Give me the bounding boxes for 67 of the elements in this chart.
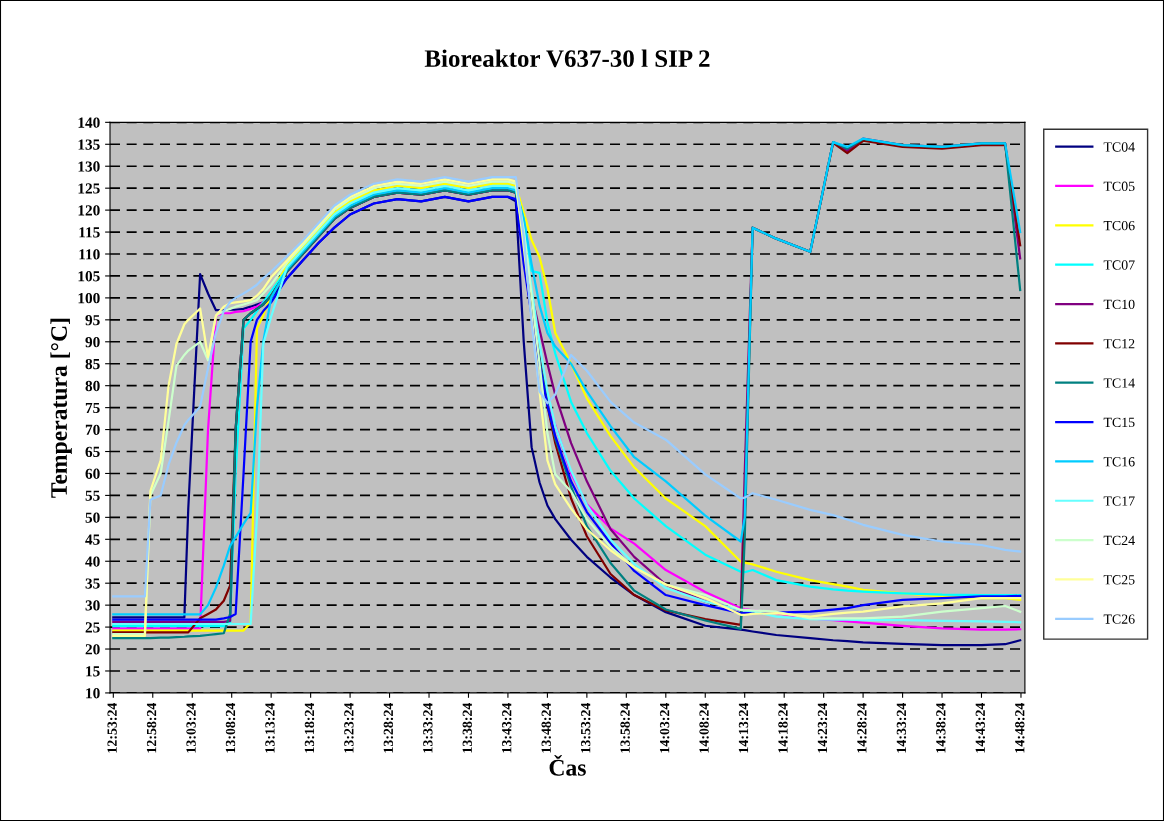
y-tick-label: 120: [78, 205, 100, 216]
y-tick-label: 70: [85, 424, 100, 436]
x-tick-label: 13:03:24: [186, 702, 196, 753]
y-tick-label: 40: [85, 556, 100, 567]
x-tick-label: 13:38:24: [462, 702, 473, 753]
y-tick-label: 140: [78, 117, 100, 128]
legend-label: TC26: [1103, 614, 1135, 624]
x-tick-label: 14:38:24: [936, 702, 946, 753]
y-tick-label: 60: [85, 468, 100, 479]
legend-label: TC15: [1103, 417, 1135, 428]
y-tick-label: 35: [85, 578, 100, 589]
y-tick-label: 15: [86, 666, 100, 677]
legend-label: TC14: [1103, 378, 1135, 388]
legend-label: TC25: [1103, 575, 1135, 585]
legend-label: TC07: [1103, 260, 1135, 270]
x-tick-label: 12:53:24: [107, 702, 117, 753]
x-tick-label: 13:33:24: [423, 702, 433, 753]
x-tick-label: 14:33:24: [896, 702, 907, 753]
x-tick-label: 13:18:24: [304, 702, 315, 753]
y-tick-label: 30: [85, 600, 100, 611]
legend-label: TC24: [1103, 535, 1135, 546]
x-tick-label: 14:13:24: [738, 702, 749, 753]
y-tick-label: 25: [85, 622, 100, 633]
x-tick-label: 13:13:24: [265, 702, 275, 753]
y-tick-label: 80: [85, 380, 100, 392]
y-tick-label: 90: [85, 336, 100, 348]
legend-label: TC17: [1103, 496, 1135, 506]
x-tick-label: 13:58:24: [620, 702, 630, 753]
x-tick-label: 13:23:24: [344, 702, 354, 753]
y-tick-label: 105: [78, 271, 100, 282]
y-tick-label: 130: [78, 161, 100, 172]
x-tick-label: 13:48:24: [541, 702, 551, 753]
y-tick-label: 55: [85, 490, 100, 501]
y-tick-label: 110: [79, 249, 100, 260]
x-tick-label: 12:58:24: [146, 702, 157, 753]
x-tick-label: 13:53:24: [581, 702, 591, 753]
y-axis-title: Temperatura [°C]: [50, 318, 72, 498]
x-tick-label: 14:48:24: [1015, 702, 1025, 753]
y-tick-label: 115: [79, 227, 100, 238]
x-tick-label: 14:08:24: [699, 702, 709, 753]
chart-title: Bioreaktor V637-30 l SIP 2: [424, 49, 710, 68]
y-tick-label: 95: [85, 315, 100, 326]
y-tick-label: 45: [85, 534, 100, 545]
x-tick-label: 14:03:24: [659, 702, 670, 753]
y-tick-label: 85: [85, 358, 100, 370]
legend-label: TC12: [1103, 339, 1135, 349]
y-tick-label: 135: [78, 139, 100, 150]
y-tick-label: 125: [78, 183, 100, 194]
y-tick-label: 75: [85, 402, 100, 414]
y-tick-label: 100: [78, 293, 100, 304]
y-tick-label: 20: [85, 644, 100, 655]
x-tick-label: 13:43:24: [502, 702, 512, 753]
x-tick-label: 14:23:24: [817, 702, 828, 753]
legend-label: TC10: [1103, 299, 1135, 310]
y-tick-label: 50: [85, 512, 100, 523]
legend-label: TC05: [1103, 181, 1135, 191]
legend-label: TC06: [1103, 220, 1135, 231]
x-tick-label: 14:18:24: [778, 702, 788, 753]
x-tick-label: 14:28:24: [857, 702, 867, 753]
legend-label: TC04: [1103, 142, 1135, 152]
x-axis-title: Čas: [549, 755, 586, 776]
x-tick-label: 13:28:24: [383, 702, 394, 753]
x-tick-label: 14:43:24: [975, 702, 986, 753]
legend-label: TC16: [1103, 457, 1135, 467]
y-tick-label: 65: [85, 446, 100, 457]
x-tick-label: 13:08:24: [225, 702, 236, 753]
y-tick-label: 10: [86, 688, 100, 699]
